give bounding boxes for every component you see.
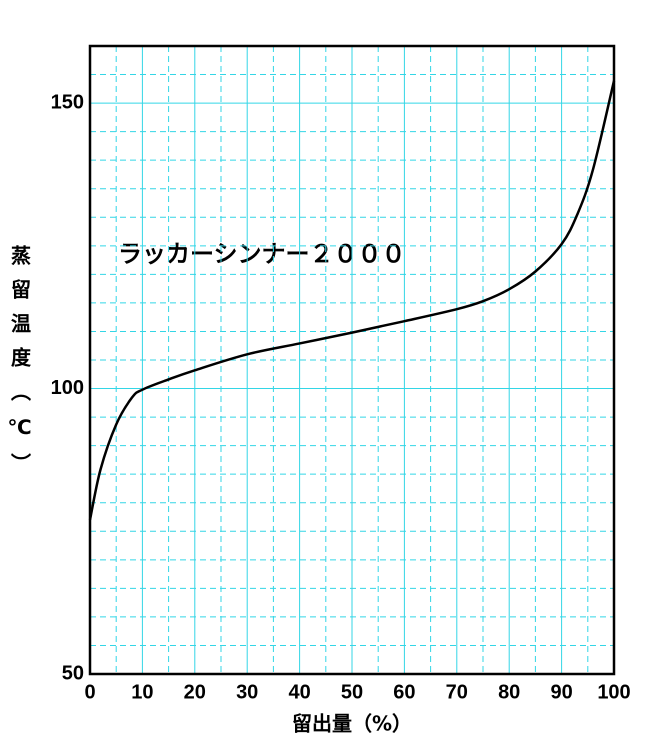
annotation: ラッカーシンナー２０００	[118, 240, 406, 268]
x-tick-label: 100	[597, 681, 630, 703]
y-tick-label: 50	[62, 662, 84, 684]
y-axis-label: 蒸留温度（℃）	[8, 244, 32, 487]
curve	[88, 80, 616, 521]
x-axis-label: 留出量（%）	[292, 712, 412, 736]
x-tick-label: 60	[393, 681, 415, 703]
x-tick-label: 50	[341, 681, 363, 703]
x-tick-label: 0	[84, 681, 95, 703]
x-tick-label: 80	[498, 681, 520, 703]
x-tick-label: 30	[236, 681, 258, 703]
plot-frame	[88, 44, 616, 676]
y-tick-label: 100	[51, 377, 84, 399]
x-tick-label: 20	[184, 681, 206, 703]
x-tick-label: 70	[446, 681, 468, 703]
x-tick-label: 90	[550, 681, 572, 703]
x-tick-label: 10	[131, 681, 153, 703]
y-tick-label: 150	[51, 91, 84, 113]
x-tick-label: 40	[288, 681, 310, 703]
